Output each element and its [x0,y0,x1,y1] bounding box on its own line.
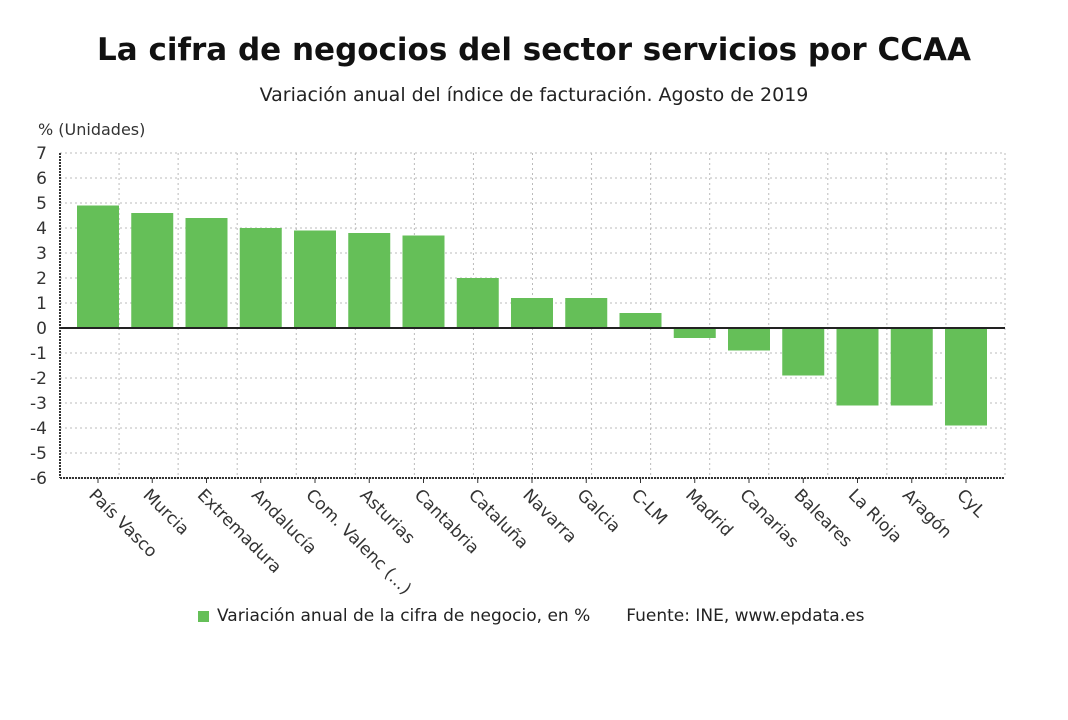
y-tick-label: 6 [36,169,47,189]
x-tick-label: Murcia [139,485,193,539]
y-tick-label: -3 [30,394,47,414]
y-tick-label: 3 [36,244,47,264]
x-tick-label: Galcia [573,485,624,536]
bar-extremadura [185,218,228,328]
bar-la-rioja [836,328,879,406]
bar-cantabria [402,235,445,328]
y-tick-label: -6 [30,469,47,489]
y-tick-label: 7 [36,144,47,164]
y-tick-label: 2 [36,269,47,289]
bar-asturias [348,233,391,328]
y-tick-label: -5 [30,444,47,464]
chart-title: La cifra de negocios del sector servicio… [97,32,971,68]
y-axis-label: % (Unidades) [38,120,146,139]
y-tick-label: 1 [36,294,47,314]
bar-navarra [511,298,553,328]
y-tick-label: -2 [30,369,47,389]
bar-arag-n [890,328,933,406]
y-tick-label: -4 [30,419,47,439]
bar-andaluc-a [239,228,282,328]
legend-label: Variación anual de la cifra de negocio, … [217,606,591,626]
bar-pa-s-vasco [77,205,119,328]
bar-cyl [945,328,987,426]
legend: Variación anual de la cifra de negocio, … [198,606,864,626]
bar-madrid [673,328,716,338]
y-tick-label: 0 [36,319,47,339]
y-tick-label: 4 [36,219,47,239]
x-tick-label: Aragón [898,485,955,542]
bar-galcia [565,298,608,328]
x-tick-label: C-LM [627,485,671,529]
bar-c-lm [619,313,662,328]
y-tick-label: 5 [36,194,47,214]
bar-murcia [131,213,174,328]
x-tick-label: Canarias [735,485,802,552]
bar-catalu-a [456,278,499,328]
x-tick-label: Baleares [790,485,856,551]
legend-swatch [198,610,209,622]
y-tick-label: -1 [30,344,47,364]
chart-subtitle: Variación anual del índice de facturació… [259,84,809,106]
bar-com-valenc- [294,230,336,328]
bar-canarias [728,328,770,351]
x-tick-label: Madrid [681,485,736,540]
bar-baleares [782,328,825,376]
x-tick-label: CyL [952,485,989,522]
source-note: Fuente: INE, www.epdata.es [626,606,865,626]
